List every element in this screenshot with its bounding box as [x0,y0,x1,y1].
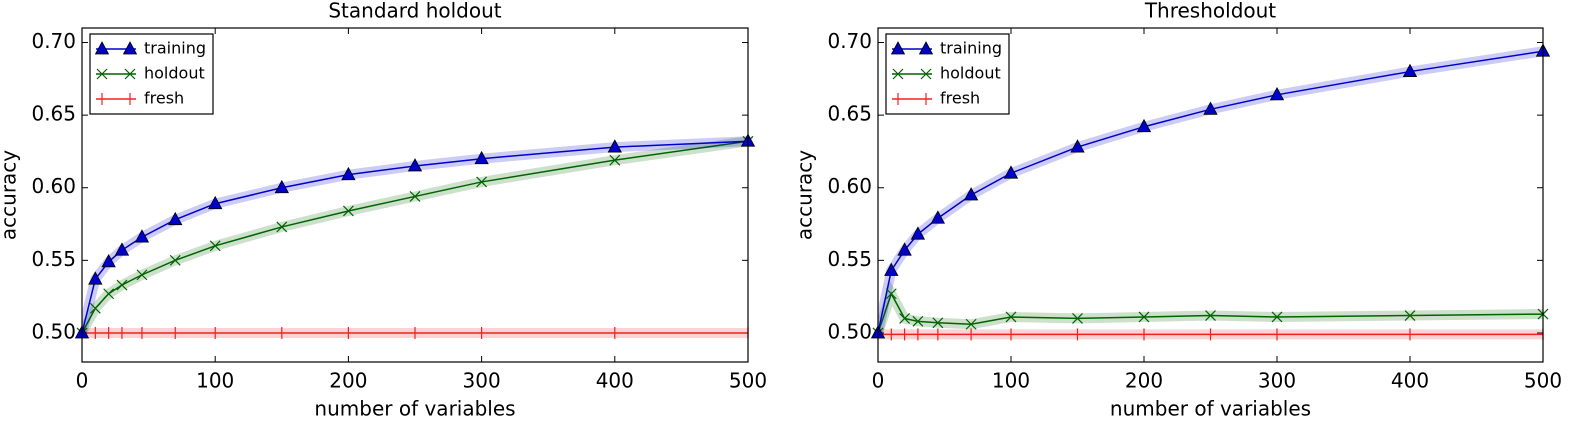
y-tick-label: 0.65 [827,102,872,126]
x-tick-label: 300 [463,369,501,393]
marker [89,302,101,314]
y-axis-label: accuracy [793,150,817,240]
legend-label: holdout [144,64,205,83]
y-tick-label: 0.50 [31,319,76,343]
marker [1203,101,1218,115]
x-tick-label: 0 [872,369,885,393]
x-tick-label: 100 [992,369,1030,393]
marker [890,41,906,55]
y-tick-label: 0.70 [827,29,872,53]
marker [169,254,181,266]
marker [409,191,421,202]
x-tick-label: 400 [1391,369,1429,393]
marker [1136,118,1152,133]
y-tick-label: 0.50 [827,319,872,343]
x-tick-label: 200 [1125,369,1163,393]
marker [892,68,904,80]
marker [1205,310,1216,321]
marker [341,166,356,181]
marker [274,179,289,194]
marker [1402,63,1418,77]
marker [912,315,924,327]
marker [407,158,423,172]
y-axis-label: accuracy [0,150,21,240]
marker [122,41,138,55]
x-axis-label: number of variables [314,397,515,421]
marker [930,210,946,224]
legend-label: training [940,39,1002,58]
x-axis-label: number of variables [1110,397,1311,421]
y-tick-label: 0.55 [31,247,76,271]
marker [124,68,136,80]
series-band [878,281,1543,335]
marker [920,68,932,80]
legend-label: fresh [144,89,184,108]
marker [103,288,115,300]
y-tick-label: 0.60 [31,174,76,198]
marker [897,242,912,256]
legend-label: training [144,39,206,58]
marker [94,41,110,55]
x-tick-label: 300 [1258,369,1296,393]
chart-title: Thresholdout [1144,0,1276,23]
marker [885,288,897,300]
x-tick-label: 500 [1524,369,1562,393]
x-tick-label: 0 [76,369,89,393]
marker [918,41,934,55]
y-tick-label: 0.70 [31,29,76,53]
x-tick-label: 100 [196,369,234,393]
marker [899,313,911,324]
y-tick-label: 0.60 [827,174,872,198]
legend-label: holdout [940,64,1001,83]
marker [965,318,977,330]
legend-label: fresh [940,89,980,108]
marker [1072,313,1083,324]
marker [1138,311,1150,323]
marker [208,195,223,210]
marker [1005,311,1017,323]
marker [884,262,899,276]
marker [136,269,148,281]
marker [276,221,288,233]
marker [88,271,103,285]
marker [134,229,150,243]
marker [1003,165,1019,179]
axes-frame [81,27,749,363]
marker [1269,86,1285,101]
marker [1070,139,1085,153]
marker [963,187,979,201]
x-tick-label: 500 [729,369,767,393]
x-tick-label: 200 [329,369,367,393]
marker [474,150,489,165]
marker [476,176,488,188]
y-tick-label: 0.55 [827,247,872,271]
marker [96,68,108,80]
marker [116,279,128,291]
marker [101,253,116,268]
marker [607,139,622,153]
y-tick-label: 0.65 [31,102,76,126]
x-tick-label: 400 [596,369,634,393]
marker [168,211,183,226]
marker [209,240,221,252]
marker [932,317,944,329]
marker [1404,310,1416,321]
chart-title: Standard holdout [328,0,501,23]
marker [1271,311,1283,323]
marker [342,205,354,217]
marker [114,242,130,256]
axes-frame [877,27,1544,363]
marker [609,154,621,166]
marker [910,226,926,240]
